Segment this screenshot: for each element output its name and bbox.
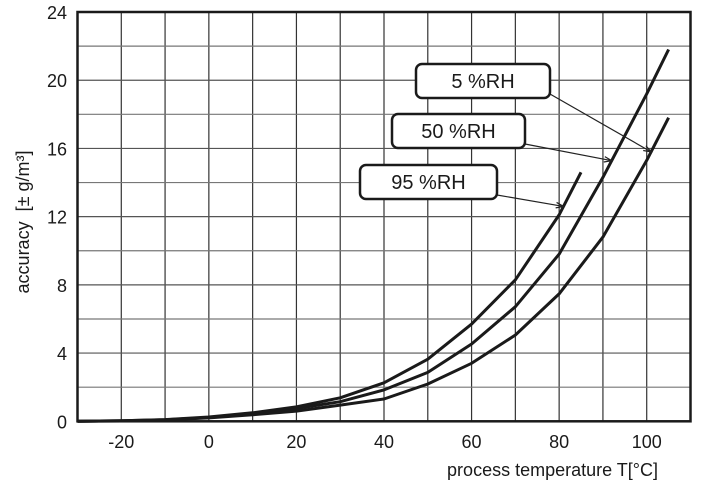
series-line-95-rh [77,171,583,423]
y-axis-label: accuracy [± g/m³] [13,151,33,294]
annotations: 5 %RH 50 %RH 95 %RH [358,62,653,209]
annotation-arrow [496,194,564,208]
curves [77,48,670,423]
grid [77,12,691,422]
annotation-label: 50 %RH [421,121,495,143]
y-tick-label: 0 [57,412,67,432]
y-tick-label: 12 [47,208,67,228]
annotation-label: 95 %RH [391,172,465,194]
x-tick-label: 40 [374,432,394,452]
y-tick-labels: 0 4 8 12 16 20 24 [47,3,67,432]
y-tick-label: 20 [47,71,67,91]
x-tick-label: 0 [204,432,214,452]
x-axis-label: process temperature T[°C] [447,460,658,480]
y-tick-label: 16 [47,139,67,159]
plot-frame [76,10,692,423]
x-tick-label: -20 [108,432,134,452]
annotation-box [358,163,499,201]
x-tick-labels: -20 0 20 40 60 80 100 [108,432,661,452]
annotation-arrow [549,93,652,153]
annotation-box [390,112,527,150]
arrowhead-icon [603,156,614,163]
x-tick-label: 100 [632,432,662,452]
series-line-5-rh [77,117,670,423]
x-tick-label: 80 [549,432,569,452]
arrowhead-icon [643,145,653,153]
annotation-arrow [524,143,612,162]
annotation-label: 5 %RH [451,71,514,93]
y-tick-label: 8 [57,276,67,296]
series-line-50-rh [77,48,670,423]
x-tick-label: 20 [286,432,306,452]
arrowhead-icon [555,201,566,209]
x-tick-label: 60 [462,432,482,452]
annotation-box [414,62,552,100]
y-tick-label: 4 [57,344,67,364]
y-tick-label: 24 [47,3,67,23]
